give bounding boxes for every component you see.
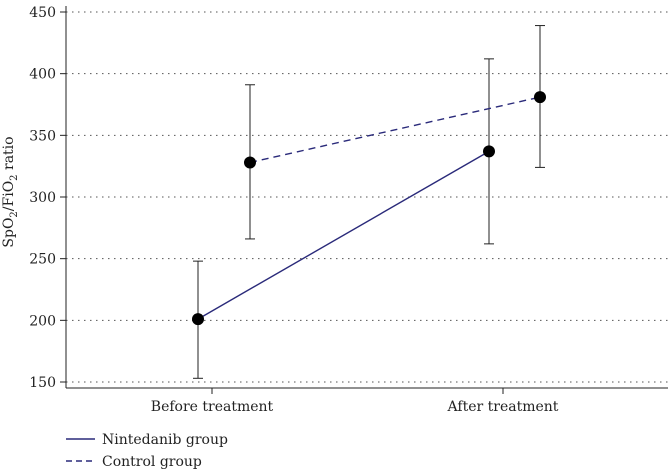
y-tick-label-450: 450 — [29, 5, 56, 21]
series-line-1 — [249, 96, 541, 164]
data-point-0-1 — [483, 145, 495, 158]
y-axis-label-main: SpO — [1, 218, 17, 248]
y-tick-label-250: 250 — [29, 252, 56, 268]
y-tick-label-200: 200 — [29, 313, 56, 329]
legend: Nintedanib group Control group — [66, 432, 228, 470]
y-axis-label-sub2: 2 — [9, 174, 20, 180]
series-line-0 — [197, 150, 490, 320]
y-tick-label-300: 300 — [29, 190, 56, 206]
y-tick-label-400: 400 — [29, 67, 56, 83]
y-tick-label-150: 150 — [29, 375, 56, 391]
y-tick-label-350: 350 — [29, 128, 56, 144]
grid-lines — [66, 11, 668, 383]
x-tick-label-1: After treatment — [447, 399, 559, 415]
y-axis-label-rest: ratio — [1, 136, 17, 174]
series-layer — [192, 25, 546, 379]
y-axis-label-sub1: 2 — [9, 211, 20, 217]
data-point-0-0 — [192, 313, 204, 326]
y-axis-label-mid: /FiO — [1, 181, 17, 211]
data-point-1-0 — [244, 156, 256, 169]
data-point-1-1 — [534, 91, 546, 104]
legend-label-0: Nintedanib group — [102, 432, 228, 448]
y-axis: 150 200 250 300 350 400 450 — [29, 5, 67, 391]
legend-label-1: Control group — [102, 454, 202, 470]
x-tick-label-0: Before treatment — [151, 399, 274, 415]
x-axis: Before treatment After treatment — [66, 387, 668, 415]
y-axis-label: SpO2/FiO2 ratio — [1, 136, 20, 247]
